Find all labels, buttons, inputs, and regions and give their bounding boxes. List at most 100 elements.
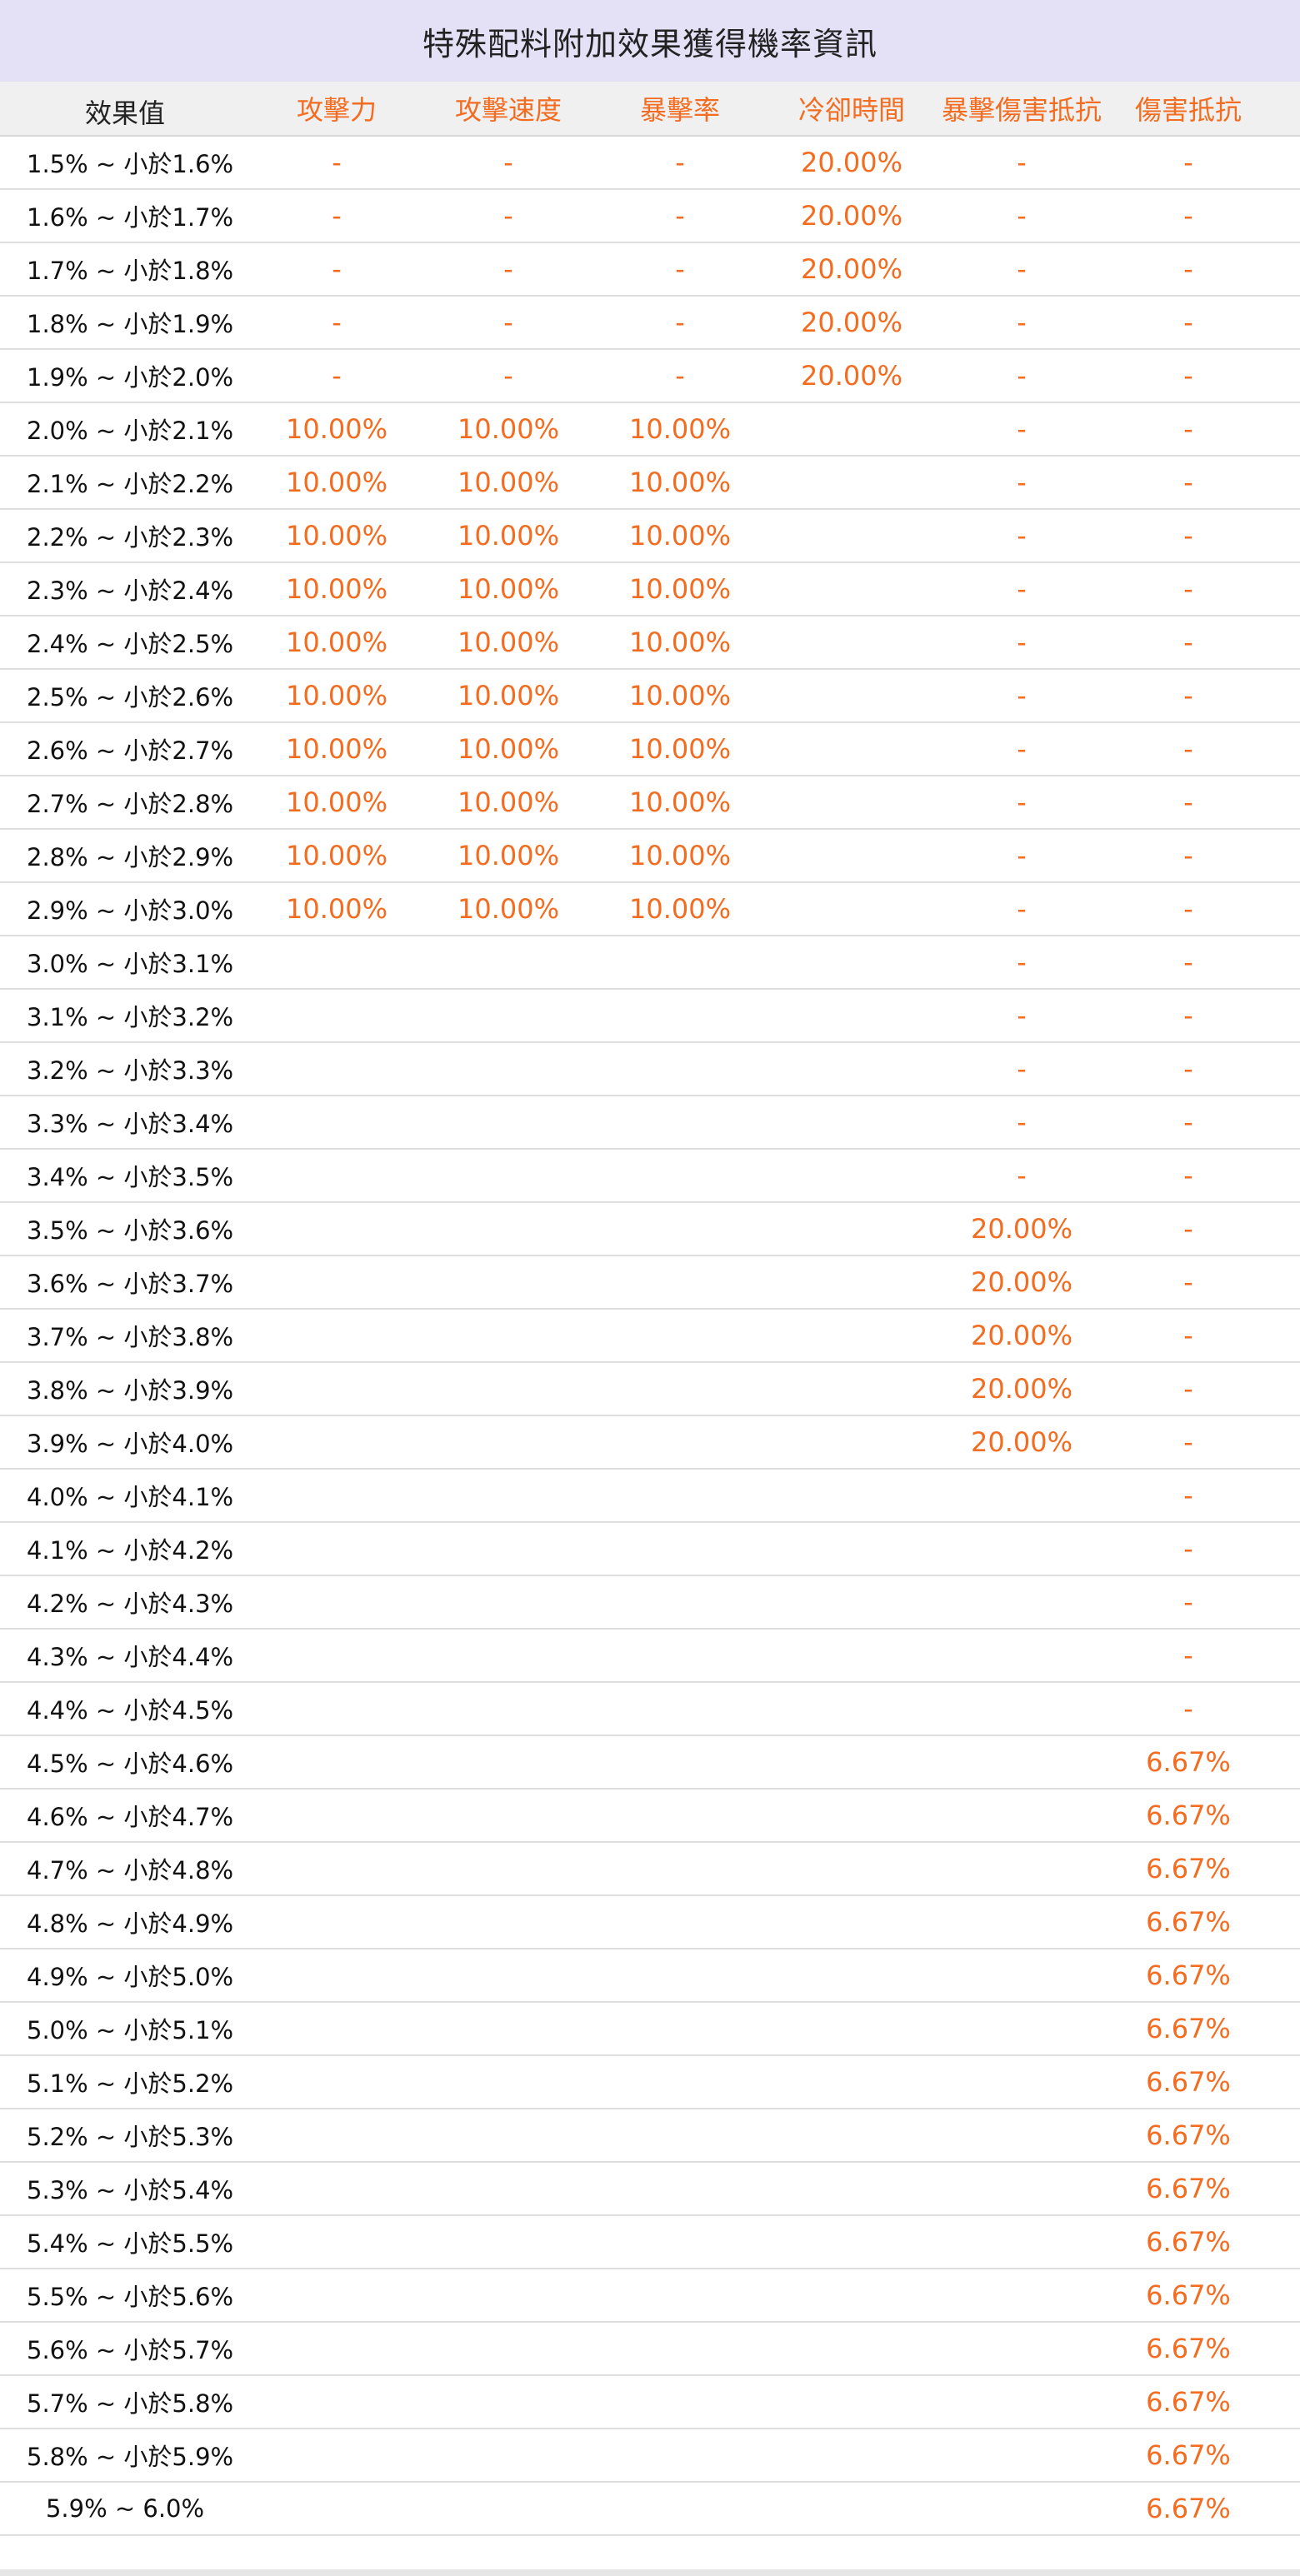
cell-cooldown: 20.00% [800, 147, 902, 178]
table-row: 5.9% ~ 6.0% 6.67% [0, 2483, 1300, 2536]
table-row: 2.4% ~ 小於2.5% 10.00% 10.00% 10.00% - - [0, 617, 1300, 670]
effect-value-label: 4.9% ~ 小於5.0% [27, 1963, 234, 1991]
table-row: 1.6% ~ 小於1.7% - - - 20.00% - - [0, 190, 1300, 243]
table-row: 5.0% ~ 小於5.1% 6.67% [0, 2003, 1300, 2056]
cell-damage-resist: - [1183, 680, 1193, 711]
cell-attack: 10.00% [285, 786, 388, 818]
cell-damage-resist: 6.67% [1146, 2119, 1231, 2151]
effect-value-label: 2.3% ~ 小於2.4% [27, 577, 234, 605]
table-row: 4.7% ~ 小於4.8% 6.67% [0, 1843, 1300, 1896]
cell-attack-speed: - [503, 307, 513, 338]
effect-value-label: 5.1% ~ 小於5.2% [27, 2069, 234, 2098]
cell-damage-resist: - [1183, 893, 1193, 925]
cell-attack: 10.00% [285, 733, 388, 765]
cell-crit-rate: 10.00% [628, 573, 731, 605]
effect-value-label: 3.6% ~ 小於3.7% [27, 1270, 234, 1298]
cell-damage-resist: - [1183, 1106, 1193, 1138]
cell-crit-damage-resist: - [1017, 467, 1027, 498]
table-row: 5.7% ~ 小於5.8% 6.67% [0, 2376, 1300, 2429]
cell-crit-damage-resist: - [1017, 147, 1027, 178]
cell-damage-resist: - [1183, 1266, 1193, 1298]
cell-crit-rate: 10.00% [628, 520, 731, 552]
cell-crit-damage-resist: - [1017, 573, 1027, 605]
table-row: 5.2% ~ 小於5.3% 6.67% [0, 2109, 1300, 2163]
table-row: 4.2% ~ 小於4.3% - [0, 1576, 1300, 1630]
effect-value-label: 3.2% ~ 小於3.3% [27, 1056, 234, 1085]
cell-damage-resist: 6.67% [1146, 1906, 1231, 1938]
cell-damage-resist: 6.67% [1146, 2333, 1231, 2364]
cell-crit-damage-resist: 20.00% [970, 1426, 1072, 1458]
cell-crit-rate: - [675, 360, 685, 392]
cell-damage-resist: - [1183, 520, 1193, 552]
table-row: 4.1% ~ 小於4.2% - [0, 1523, 1300, 1576]
table-row: 2.5% ~ 小於2.6% 10.00% 10.00% 10.00% - - [0, 670, 1300, 723]
effect-value-label: 4.5% ~ 小於4.6% [27, 1750, 234, 1778]
effect-value-label: 3.1% ~ 小於3.2% [27, 1003, 234, 1031]
cell-crit-damage-resist: - [1017, 1106, 1027, 1138]
effect-value-label: 2.0% ~ 小於2.1% [27, 417, 234, 445]
effect-value-label: 3.0% ~ 小於3.1% [27, 950, 234, 978]
effect-value-label: 5.4% ~ 小於5.5% [27, 2229, 234, 2258]
cell-attack: 10.00% [285, 840, 388, 871]
cell-attack-speed: - [503, 200, 513, 232]
effect-value-label: 2.4% ~ 小於2.5% [27, 630, 234, 658]
effect-value-label: 1.7% ~ 小於1.8% [27, 257, 234, 285]
effect-value-label: 5.8% ~ 小於5.9% [27, 2443, 234, 2471]
cell-crit-rate: 10.00% [628, 840, 731, 871]
cell-damage-resist: 6.67% [1146, 2493, 1231, 2524]
cell-attack-speed: 10.00% [457, 840, 559, 871]
bottom-divider [0, 2569, 1300, 2576]
cell-damage-resist: 6.67% [1146, 2226, 1231, 2258]
cell-damage-resist: - [1183, 200, 1193, 232]
effect-value-label: 3.4% ~ 小於3.5% [27, 1163, 234, 1191]
cell-damage-resist: 6.67% [1146, 2386, 1231, 2418]
cell-crit-damage-resist: - [1017, 1000, 1027, 1031]
cell-attack: - [332, 200, 342, 232]
cell-cooldown: 20.00% [800, 360, 902, 392]
cell-cooldown: 20.00% [800, 200, 902, 232]
table-row: 5.8% ~ 小於5.9% 6.67% [0, 2429, 1300, 2483]
table-row: 5.6% ~ 小於5.7% 6.67% [0, 2323, 1300, 2376]
effect-value-label: 5.3% ~ 小於5.4% [27, 2176, 234, 2204]
cell-crit-damage-resist: - [1017, 680, 1027, 711]
cell-damage-resist: - [1183, 360, 1193, 392]
cell-attack: - [332, 147, 342, 178]
effect-value-label: 2.6% ~ 小於2.7% [27, 736, 234, 765]
cell-crit-damage-resist: - [1017, 733, 1027, 765]
cell-crit-damage-resist: - [1017, 520, 1027, 552]
cell-damage-resist: 6.67% [1146, 2013, 1231, 2044]
cell-damage-resist: - [1183, 733, 1193, 765]
cell-attack-speed: 10.00% [457, 413, 559, 445]
cell-damage-resist: 6.67% [1146, 1959, 1231, 1991]
cell-attack: 10.00% [285, 467, 388, 498]
table-row: 5.4% ~ 小於5.5% 6.67% [0, 2216, 1300, 2269]
cell-crit-damage-resist: - [1017, 360, 1027, 392]
cell-damage-resist: - [1183, 627, 1193, 658]
effect-value-label: 3.5% ~ 小於3.6% [27, 1216, 234, 1245]
cell-crit-damage-resist: - [1017, 786, 1027, 818]
cell-attack-speed: - [503, 360, 513, 392]
table-row: 1.8% ~ 小於1.9% - - - 20.00% - - [0, 297, 1300, 350]
effect-value-label: 4.6% ~ 小於4.7% [27, 1803, 234, 1831]
effect-value-label: 4.1% ~ 小於4.2% [27, 1536, 234, 1565]
effect-value-label: 2.9% ~ 小於3.0% [27, 896, 234, 925]
effect-value-label: 5.6% ~ 小於5.7% [27, 2336, 234, 2364]
table-row: 3.3% ~ 小於3.4% - - [0, 1096, 1300, 1150]
cell-crit-damage-resist: 20.00% [970, 1320, 1072, 1351]
effect-value-label: 5.5% ~ 小於5.6% [27, 2283, 234, 2311]
cell-damage-resist: - [1183, 1480, 1193, 1511]
cell-crit-damage-resist: - [1017, 413, 1027, 445]
cell-damage-resist: - [1183, 1373, 1193, 1405]
cell-attack-speed: 10.00% [457, 627, 559, 658]
table-row: 3.9% ~ 小於4.0% 20.00% - [0, 1416, 1300, 1470]
cell-damage-resist: - [1183, 1160, 1193, 1191]
table-row: 3.0% ~ 小於3.1% - - [0, 936, 1300, 990]
effect-value-label: 3.3% ~ 小於3.4% [27, 1110, 234, 1138]
cell-crit-rate: 10.00% [628, 893, 731, 925]
header-damage-resist: 傷害抵抗 [1134, 94, 1242, 126]
effect-value-label: 4.7% ~ 小於4.8% [27, 1856, 234, 1885]
effect-value-label: 5.0% ~ 小於5.1% [27, 2016, 234, 2044]
header-attack: 攻擊力 [296, 94, 377, 126]
effect-value-label: 2.1% ~ 小於2.2% [27, 470, 234, 498]
cell-crit-rate: 10.00% [628, 786, 731, 818]
